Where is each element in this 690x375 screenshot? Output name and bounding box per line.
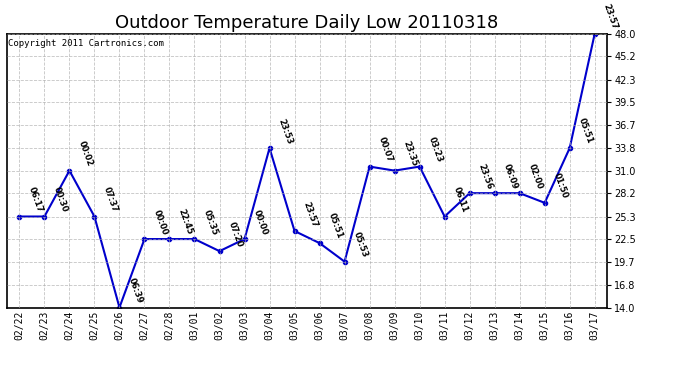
Text: 05:53: 05:53	[351, 231, 369, 259]
Text: 06:09: 06:09	[502, 162, 519, 190]
Text: 23:57: 23:57	[302, 200, 319, 228]
Text: 03:23: 03:23	[426, 136, 444, 164]
Text: 00:00: 00:00	[251, 209, 269, 236]
Text: 00:02: 00:02	[77, 140, 94, 168]
Text: 06:17: 06:17	[26, 186, 44, 214]
Text: 06:39: 06:39	[126, 277, 144, 305]
Text: 07:37: 07:37	[101, 186, 119, 214]
Text: 01:50: 01:50	[551, 172, 569, 200]
Text: 23:35: 23:35	[402, 140, 419, 168]
Text: 23:57: 23:57	[602, 3, 619, 31]
Text: 00:00: 00:00	[151, 209, 169, 236]
Title: Outdoor Temperature Daily Low 20110318: Outdoor Temperature Daily Low 20110318	[115, 14, 499, 32]
Text: 05:51: 05:51	[326, 212, 344, 240]
Text: 05:51: 05:51	[577, 117, 594, 145]
Text: Copyright 2011 Cartronics.com: Copyright 2011 Cartronics.com	[8, 39, 164, 48]
Text: 22:45: 22:45	[177, 208, 194, 236]
Text: 00:30: 00:30	[51, 186, 69, 214]
Text: 06:11: 06:11	[451, 186, 469, 214]
Text: 23:56: 23:56	[477, 162, 494, 190]
Text: 05:35: 05:35	[201, 208, 219, 236]
Text: 02:00: 02:00	[526, 162, 544, 190]
Text: 07:20: 07:20	[226, 220, 244, 248]
Text: 23:53: 23:53	[277, 117, 294, 145]
Text: 00:07: 00:07	[377, 136, 394, 164]
